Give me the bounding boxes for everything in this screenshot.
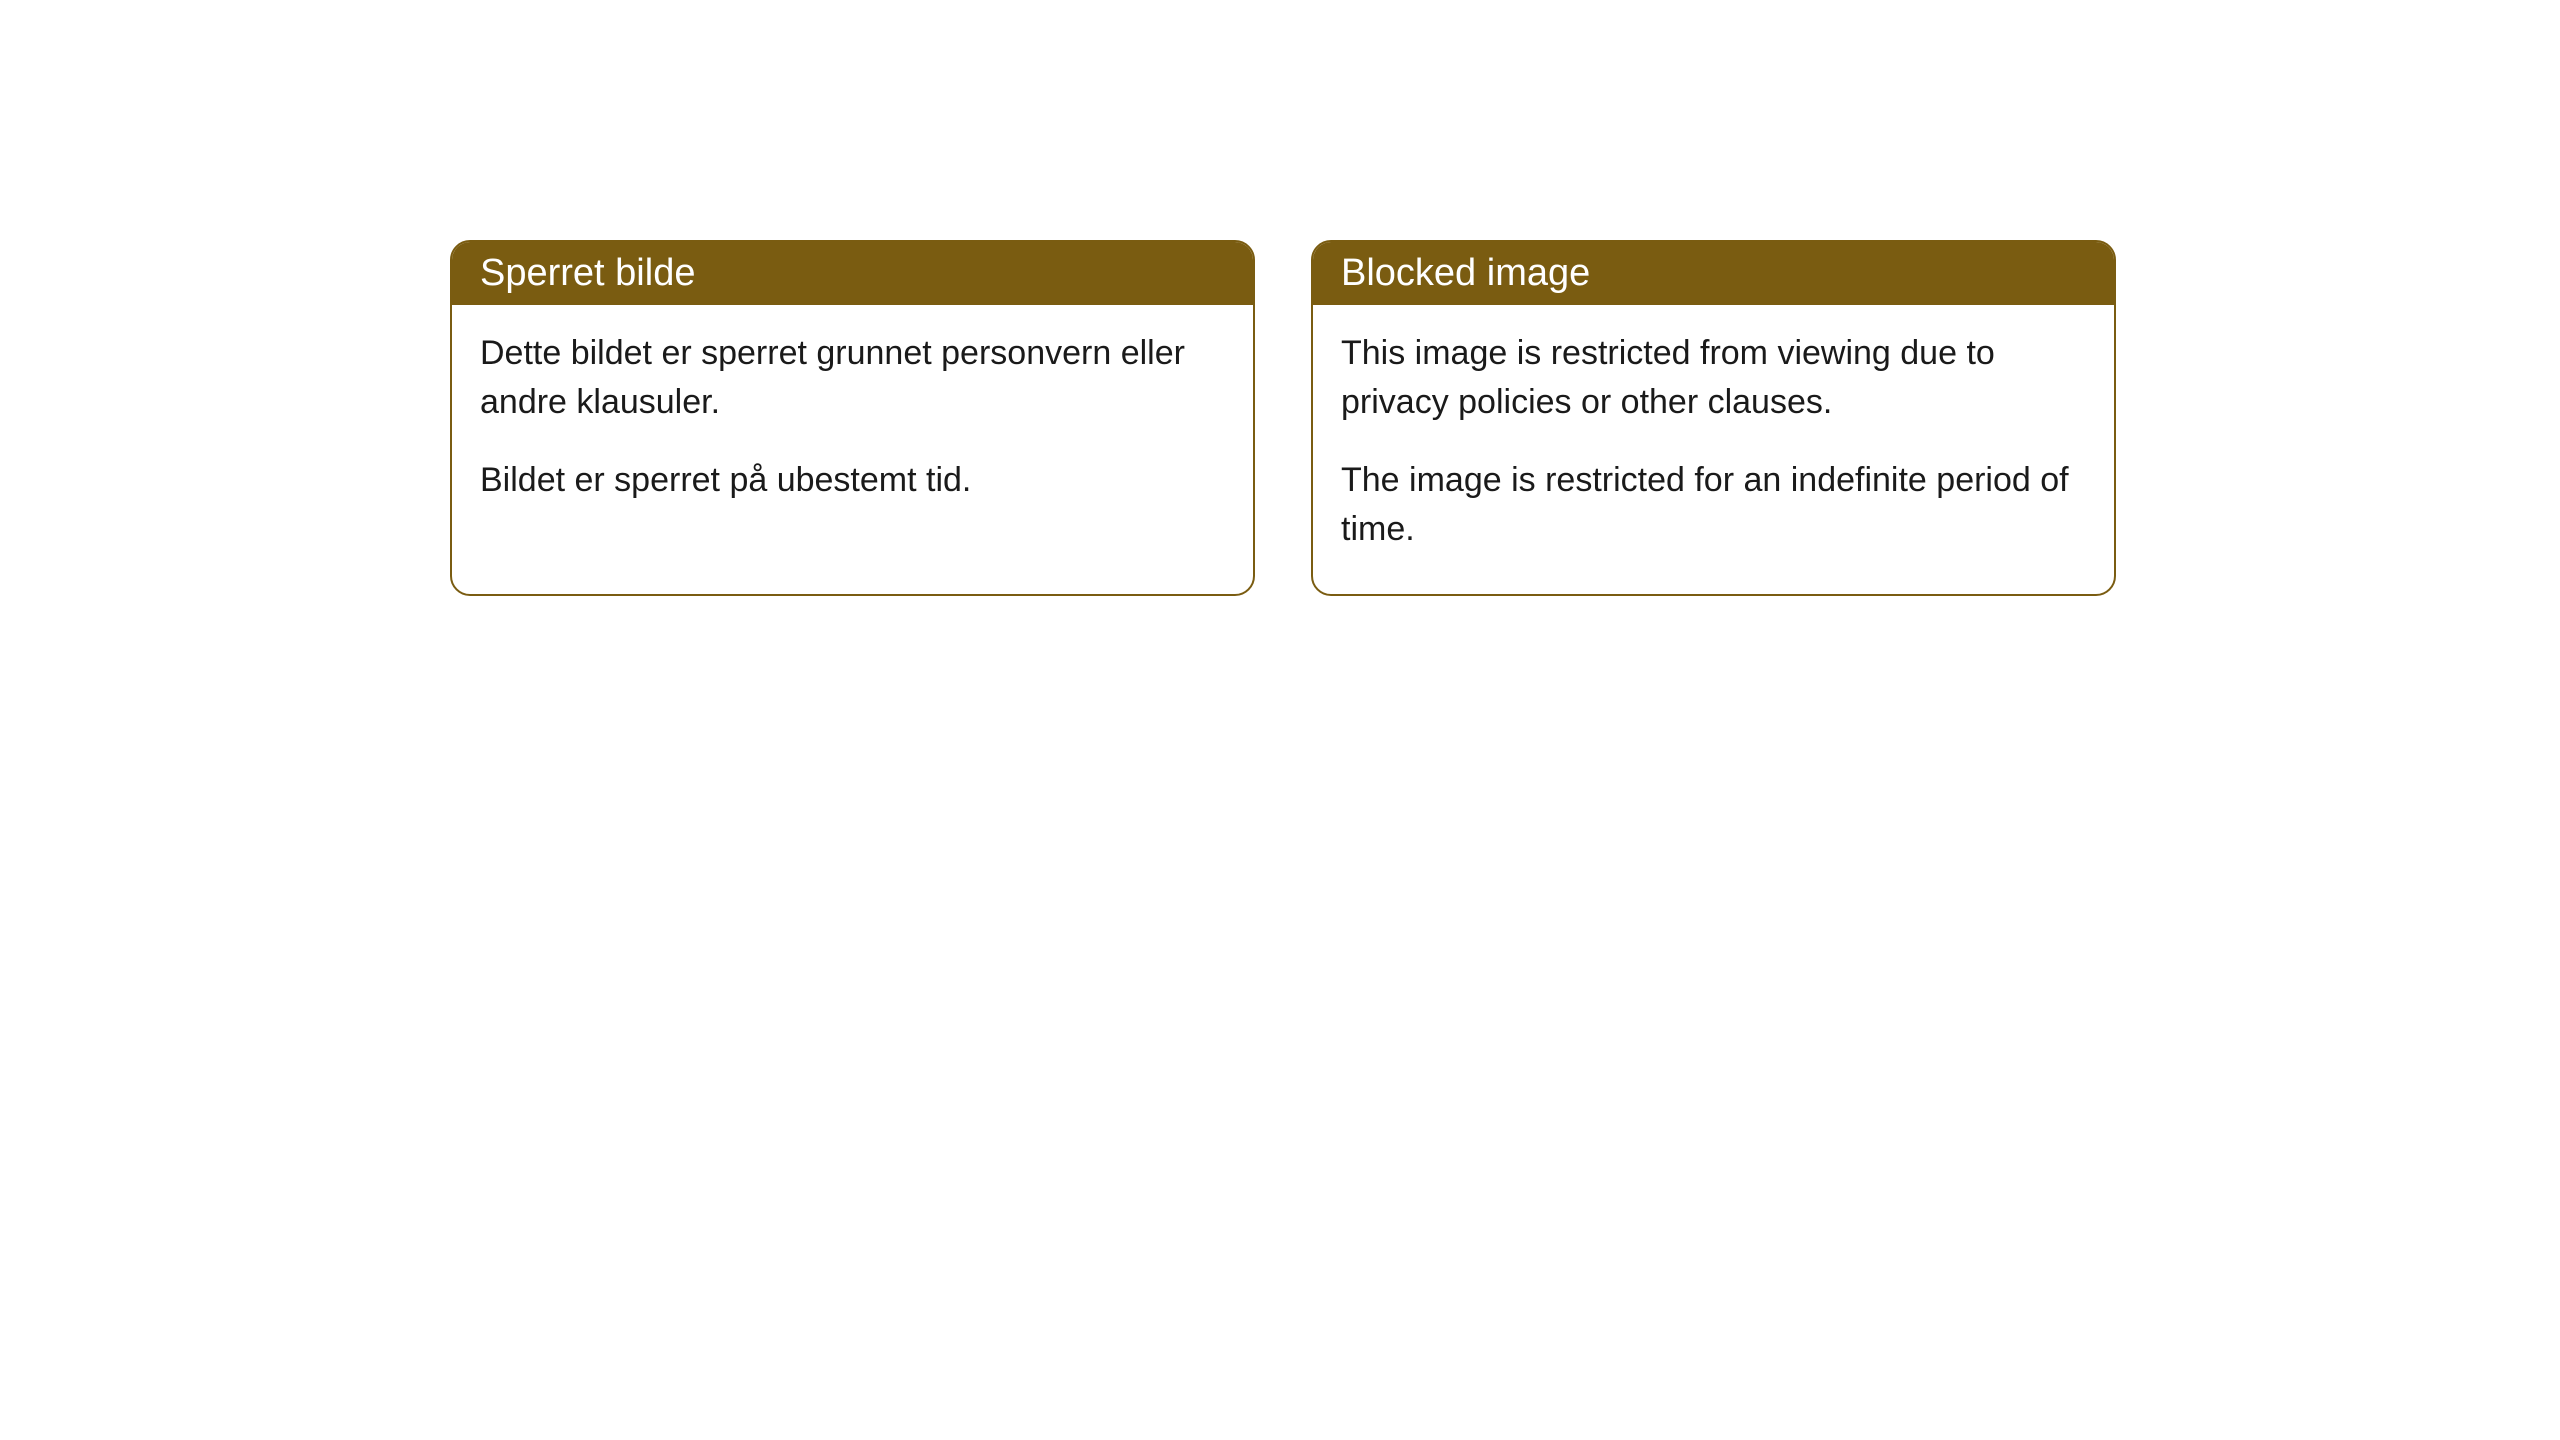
card-paragraph-2: The image is restricted for an indefinit… <box>1341 456 2086 555</box>
card-paragraph-2: Bildet er sperret på ubestemt tid. <box>480 456 1225 505</box>
notice-container: Sperret bilde Dette bildet er sperret gr… <box>450 240 2116 596</box>
notice-card-english: Blocked image This image is restricted f… <box>1311 240 2116 596</box>
card-body: This image is restricted from viewing du… <box>1313 305 2114 594</box>
card-paragraph-1: This image is restricted from viewing du… <box>1341 329 2086 428</box>
card-header: Blocked image <box>1313 242 2114 305</box>
notice-card-norwegian: Sperret bilde Dette bildet er sperret gr… <box>450 240 1255 596</box>
card-paragraph-1: Dette bildet er sperret grunnet personve… <box>480 329 1225 428</box>
card-header: Sperret bilde <box>452 242 1253 305</box>
card-body: Dette bildet er sperret grunnet personve… <box>452 305 1253 545</box>
